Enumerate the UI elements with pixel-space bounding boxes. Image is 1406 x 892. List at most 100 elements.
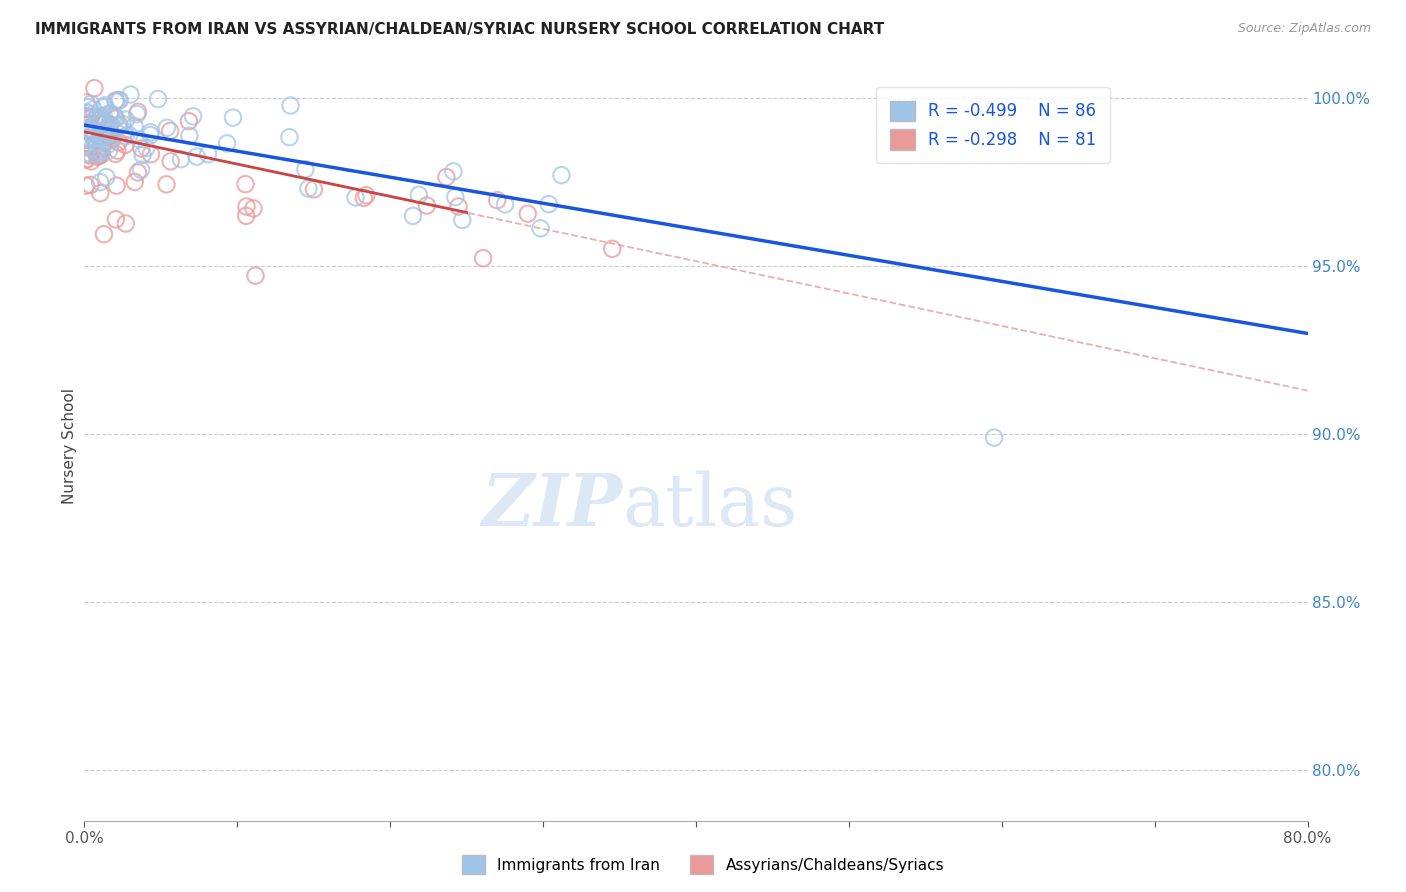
- Point: [146, 92, 169, 106]
- Point: [486, 193, 509, 207]
- Point: [177, 114, 200, 128]
- Point: [84, 139, 107, 153]
- Point: [86, 135, 108, 149]
- Point: [96, 170, 118, 185]
- Point: [124, 119, 146, 133]
- Point: [82, 102, 104, 116]
- Point: [91, 127, 114, 141]
- Point: [77, 116, 100, 130]
- Point: [75, 106, 97, 120]
- Point: [131, 141, 153, 155]
- Point: [472, 251, 495, 265]
- Point: [93, 125, 115, 139]
- Point: [98, 121, 121, 136]
- Point: [107, 136, 129, 150]
- Point: [90, 145, 112, 159]
- Point: [93, 227, 115, 242]
- Point: [447, 199, 470, 213]
- Point: [155, 178, 177, 192]
- Point: [89, 175, 111, 189]
- Point: [86, 145, 108, 159]
- Point: [600, 242, 623, 256]
- Point: [84, 112, 107, 126]
- Legend: Immigrants from Iran, Assyrians/Chaldeans/Syriacs: Immigrants from Iran, Assyrians/Chaldean…: [456, 849, 950, 880]
- Text: Source: ZipAtlas.com: Source: ZipAtlas.com: [1237, 22, 1371, 36]
- Point: [77, 122, 100, 136]
- Point: [131, 148, 153, 162]
- Point: [104, 112, 127, 126]
- Point: [97, 137, 120, 152]
- Point: [104, 212, 127, 227]
- Point: [235, 177, 257, 191]
- Point: [75, 153, 97, 167]
- Point: [79, 133, 101, 147]
- Point: [128, 132, 150, 146]
- Point: [82, 127, 104, 141]
- Point: [83, 81, 105, 95]
- Point: [294, 162, 316, 177]
- Point: [76, 110, 98, 124]
- Point: [129, 162, 152, 177]
- Y-axis label: Nursery School: Nursery School: [62, 388, 77, 504]
- Point: [80, 96, 103, 111]
- Point: [105, 178, 128, 193]
- Point: [278, 130, 301, 145]
- Point: [75, 95, 97, 110]
- Point: [93, 109, 115, 123]
- Point: [80, 142, 103, 156]
- Point: [127, 165, 149, 179]
- Point: [91, 114, 114, 128]
- Point: [983, 431, 1005, 445]
- Point: [89, 186, 111, 201]
- Point: [103, 108, 125, 122]
- Point: [135, 141, 157, 155]
- Point: [79, 178, 101, 192]
- Point: [108, 118, 131, 132]
- Point: [91, 115, 114, 129]
- Point: [90, 131, 112, 145]
- Point: [108, 93, 131, 107]
- Point: [76, 131, 98, 145]
- Point: [77, 132, 100, 146]
- Point: [197, 147, 219, 161]
- Point: [90, 110, 112, 124]
- Point: [79, 148, 101, 162]
- Point: [97, 144, 120, 158]
- Point: [170, 152, 193, 166]
- Point: [79, 147, 101, 161]
- Point: [87, 148, 110, 162]
- Point: [242, 202, 264, 216]
- Point: [235, 200, 257, 214]
- Point: [75, 178, 97, 193]
- Point: [120, 87, 142, 102]
- Point: [101, 132, 124, 146]
- Point: [76, 110, 98, 124]
- Point: [90, 111, 112, 125]
- Point: [91, 130, 114, 145]
- Point: [90, 139, 112, 153]
- Point: [98, 106, 121, 120]
- Point: [416, 198, 439, 212]
- Point: [107, 119, 129, 133]
- Point: [235, 209, 257, 223]
- Point: [353, 191, 375, 205]
- Point: [90, 142, 112, 156]
- Point: [79, 117, 101, 131]
- Point: [217, 136, 239, 151]
- Point: [86, 147, 108, 161]
- Point: [124, 175, 146, 189]
- Point: [83, 128, 105, 142]
- Point: [97, 129, 120, 144]
- Point: [97, 118, 120, 132]
- Point: [90, 140, 112, 154]
- Point: [104, 95, 127, 109]
- Point: [245, 268, 267, 283]
- Point: [89, 112, 111, 126]
- Point: [80, 154, 103, 169]
- Point: [127, 104, 149, 119]
- Point: [75, 139, 97, 153]
- Point: [550, 168, 572, 182]
- Point: [139, 125, 162, 139]
- Point: [107, 144, 129, 158]
- Point: [125, 107, 148, 121]
